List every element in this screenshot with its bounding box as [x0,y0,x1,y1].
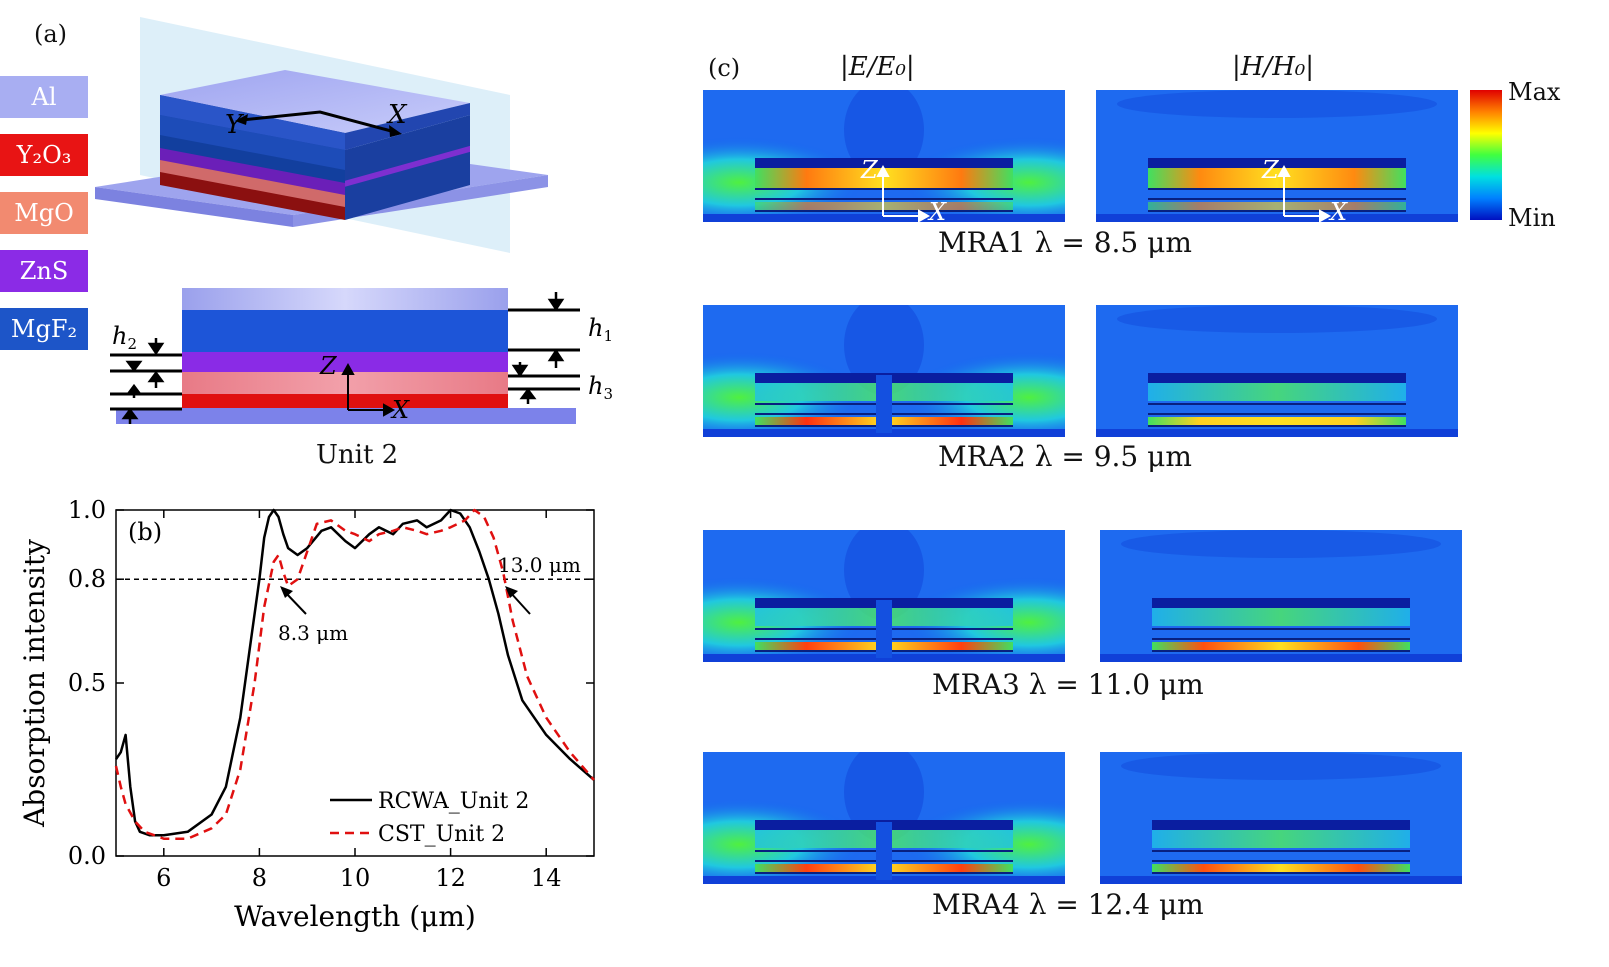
panel-b-label: (b) [128,518,162,546]
x-axis-label: Wavelength (μm) [234,900,476,933]
caption-mra2: MRA2 λ = 9.5 μm [938,440,1192,473]
y-axis-label: Absorption intensity [18,539,51,828]
colorbar [1470,90,1502,220]
annotation-arrow-right [509,591,531,615]
field-map-h-row1: ZX [1096,90,1458,222]
y-tick-label: 1.0 [68,496,106,524]
legend-label-rcwa: RCWA_Unit 2 [378,789,529,814]
stack-top-edge-side [345,103,470,150]
mgo-layer [182,372,508,394]
cross-axes [341,362,396,417]
field-map-h-row2 [1096,305,1458,437]
y-tick-label: 0.0 [68,842,106,870]
material-mgf2-label: MgF₂ [10,315,78,343]
x-tick-label: 12 [435,864,466,892]
x-tick-label: 8 [252,864,267,892]
axis-x-label: X [386,100,408,130]
colorbar-min-label: Min [1508,204,1556,232]
absorption-chart: 6 8 10 12 14 0.0 0.5 0.8 1.0 Wavelength (μm) Absor… [18,496,595,933]
y-tick-label: 0.5 [68,669,106,697]
col-h-header: |H/H₀| [1232,52,1315,82]
material-y2o3: Y₂O₃ [0,134,88,176]
cross-section-illustration: Z X h1 h2 h3 h4 [110,288,613,424]
series-line-cst [114,508,595,840]
h1-label: h1 [588,314,613,345]
caption-mra4: MRA4 λ = 12.4 μm [932,888,1204,921]
stack-3d-illustration: Y X [95,17,548,253]
panel-c-label: (c) [708,54,741,82]
al-top-layer [182,288,508,310]
x-tick-label: 10 [340,864,371,892]
material-al-label: Al [31,83,57,111]
inset-z-label: Z [860,156,879,184]
y-arrowhead [235,114,248,125]
annotation-right: 13.0 μm [498,553,581,577]
material-zns: ZnS [0,250,88,292]
field-map-e-row1: ZX [703,90,1065,222]
field-map-e-row4 [703,752,1065,884]
x-tick-label: 6 [156,864,171,892]
cross-z-label: Z [319,352,338,380]
al-substrate [116,408,576,424]
axis-y-label: Y [225,110,245,140]
field-map-e-row2 [703,305,1065,437]
h2-label: h2 [112,322,137,353]
substrate-front [95,187,293,227]
col-e-header: |E/E₀| [840,52,915,82]
stack-front-top [160,115,345,170]
inset-z-label: Z [1261,156,1280,184]
inset-x-label: X [1328,198,1348,222]
y-tick-label: 0.8 [68,565,106,593]
zns-layer [182,352,508,372]
caption-mra1: MRA1 λ = 8.5 μm [938,226,1192,259]
thickness-lines [110,308,580,411]
panel-a-label: (a) [34,20,68,48]
x-arrowhead [389,125,402,137]
series-line-rcwa [114,508,595,837]
material-zns-label: ZnS [19,257,69,285]
material-al: Al [0,76,88,118]
material-mgf2: MgF₂ [0,308,88,350]
field-map-e-row3 [703,530,1065,662]
thickness-arrows [121,292,565,424]
annotation-left: 8.3 μm [278,621,348,645]
annotation-arrowhead-left [280,586,293,598]
stack-top-edge [160,95,345,150]
stack-side-zns [345,145,470,187]
x-tick-label: 14 [531,864,562,892]
material-mgo: MgO [0,192,88,234]
stack-top-face [160,70,470,133]
material-mgo-label: MgO [14,199,74,227]
material-y2o3-label: Y₂O₃ [16,141,72,169]
field-map-h-row3 [1100,530,1462,662]
xy-axes [241,110,396,134]
annotation-arrow-left [284,591,307,615]
annotation-arrowhead-right [505,586,518,598]
y2o3-layer [182,394,508,408]
mgf2-layer [182,310,508,352]
cross-x-label: X [390,396,410,424]
unit-label: Unit 2 [316,440,399,470]
field-map-h-row4 [1100,752,1462,884]
legend-label-cst: CST_Unit 2 [378,822,505,847]
inset-x-label: X [927,198,947,222]
h3-label: h3 [588,372,613,403]
colorbar-max-label: Max [1508,78,1561,106]
caption-mra3: MRA3 λ = 11.0 μm [932,668,1204,701]
